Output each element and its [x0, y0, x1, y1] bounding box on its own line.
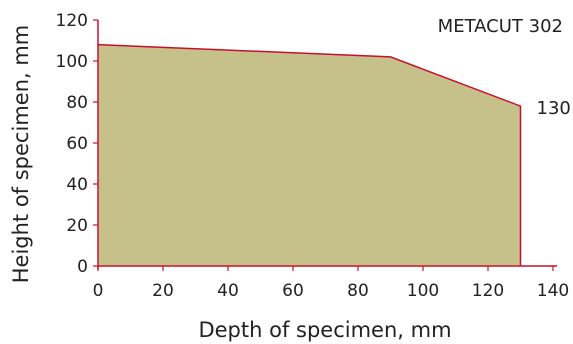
- x-axis-title: Depth of specimen, mm: [198, 318, 451, 342]
- x-axis-ticks: 0 20 40 60 80 100 120 140: [93, 266, 569, 301]
- y-tick-label: 100: [56, 52, 88, 72]
- area-outline: [97, 43, 522, 266]
- x-tick-label: 120: [472, 281, 504, 301]
- y-tick-label: 80: [66, 93, 88, 113]
- y-tick-label: 60: [66, 134, 88, 154]
- x-tick-label: 0: [93, 281, 104, 301]
- area-fill: [98, 44, 521, 266]
- annotations: 130: [537, 98, 571, 119]
- y-axis-title: Height of specimen, mm: [9, 25, 33, 284]
- y-axis-ticks: 0 20 40 60 80 100 120: [56, 11, 98, 277]
- y-tick-label: 40: [66, 175, 88, 195]
- y-tick-label: 20: [66, 216, 88, 236]
- depth-annotation: 130: [537, 98, 571, 119]
- x-tick-label: 100: [407, 281, 439, 301]
- y-tick-label: 0: [77, 257, 88, 277]
- x-tick-label: 40: [217, 281, 239, 301]
- chart-title: METACUT 302: [438, 16, 563, 37]
- x-tick-label: 60: [282, 281, 304, 301]
- x-tick-label: 80: [347, 281, 369, 301]
- y-tick-label: 120: [56, 11, 88, 31]
- x-tick-label: 20: [152, 281, 174, 301]
- x-tick-label: 140: [537, 281, 569, 301]
- plot-area: [97, 20, 557, 269]
